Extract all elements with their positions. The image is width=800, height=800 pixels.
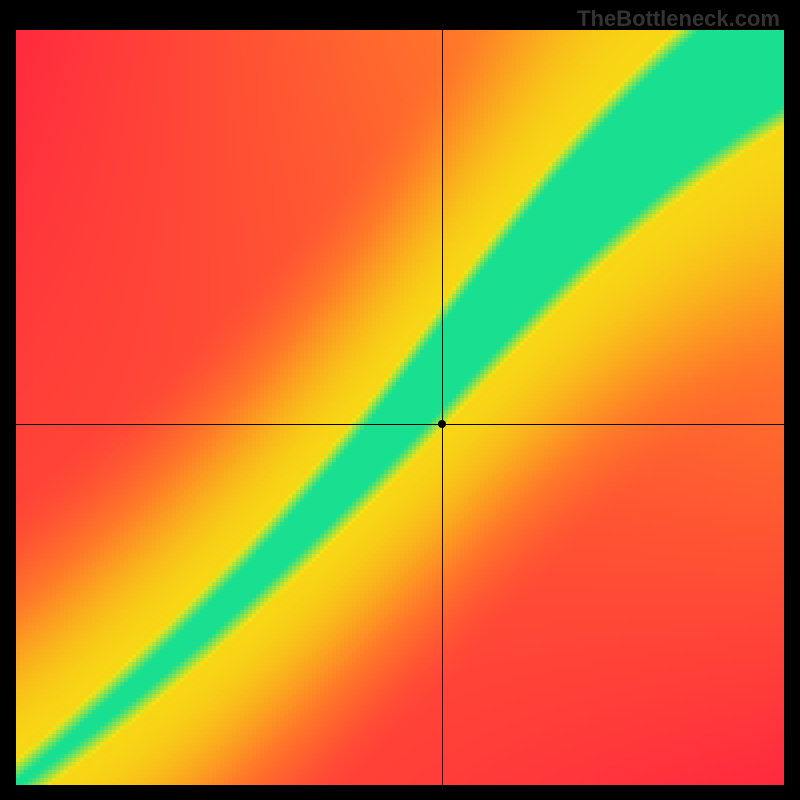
crosshair-vertical: [442, 30, 443, 785]
crosshair-horizontal: [16, 424, 784, 425]
heatmap-plot: [16, 30, 784, 785]
watermark-text: TheBottleneck.com: [577, 6, 780, 32]
crosshair-marker: [438, 420, 446, 428]
heatmap-canvas: [16, 30, 784, 785]
chart-container: TheBottleneck.com: [0, 0, 800, 800]
